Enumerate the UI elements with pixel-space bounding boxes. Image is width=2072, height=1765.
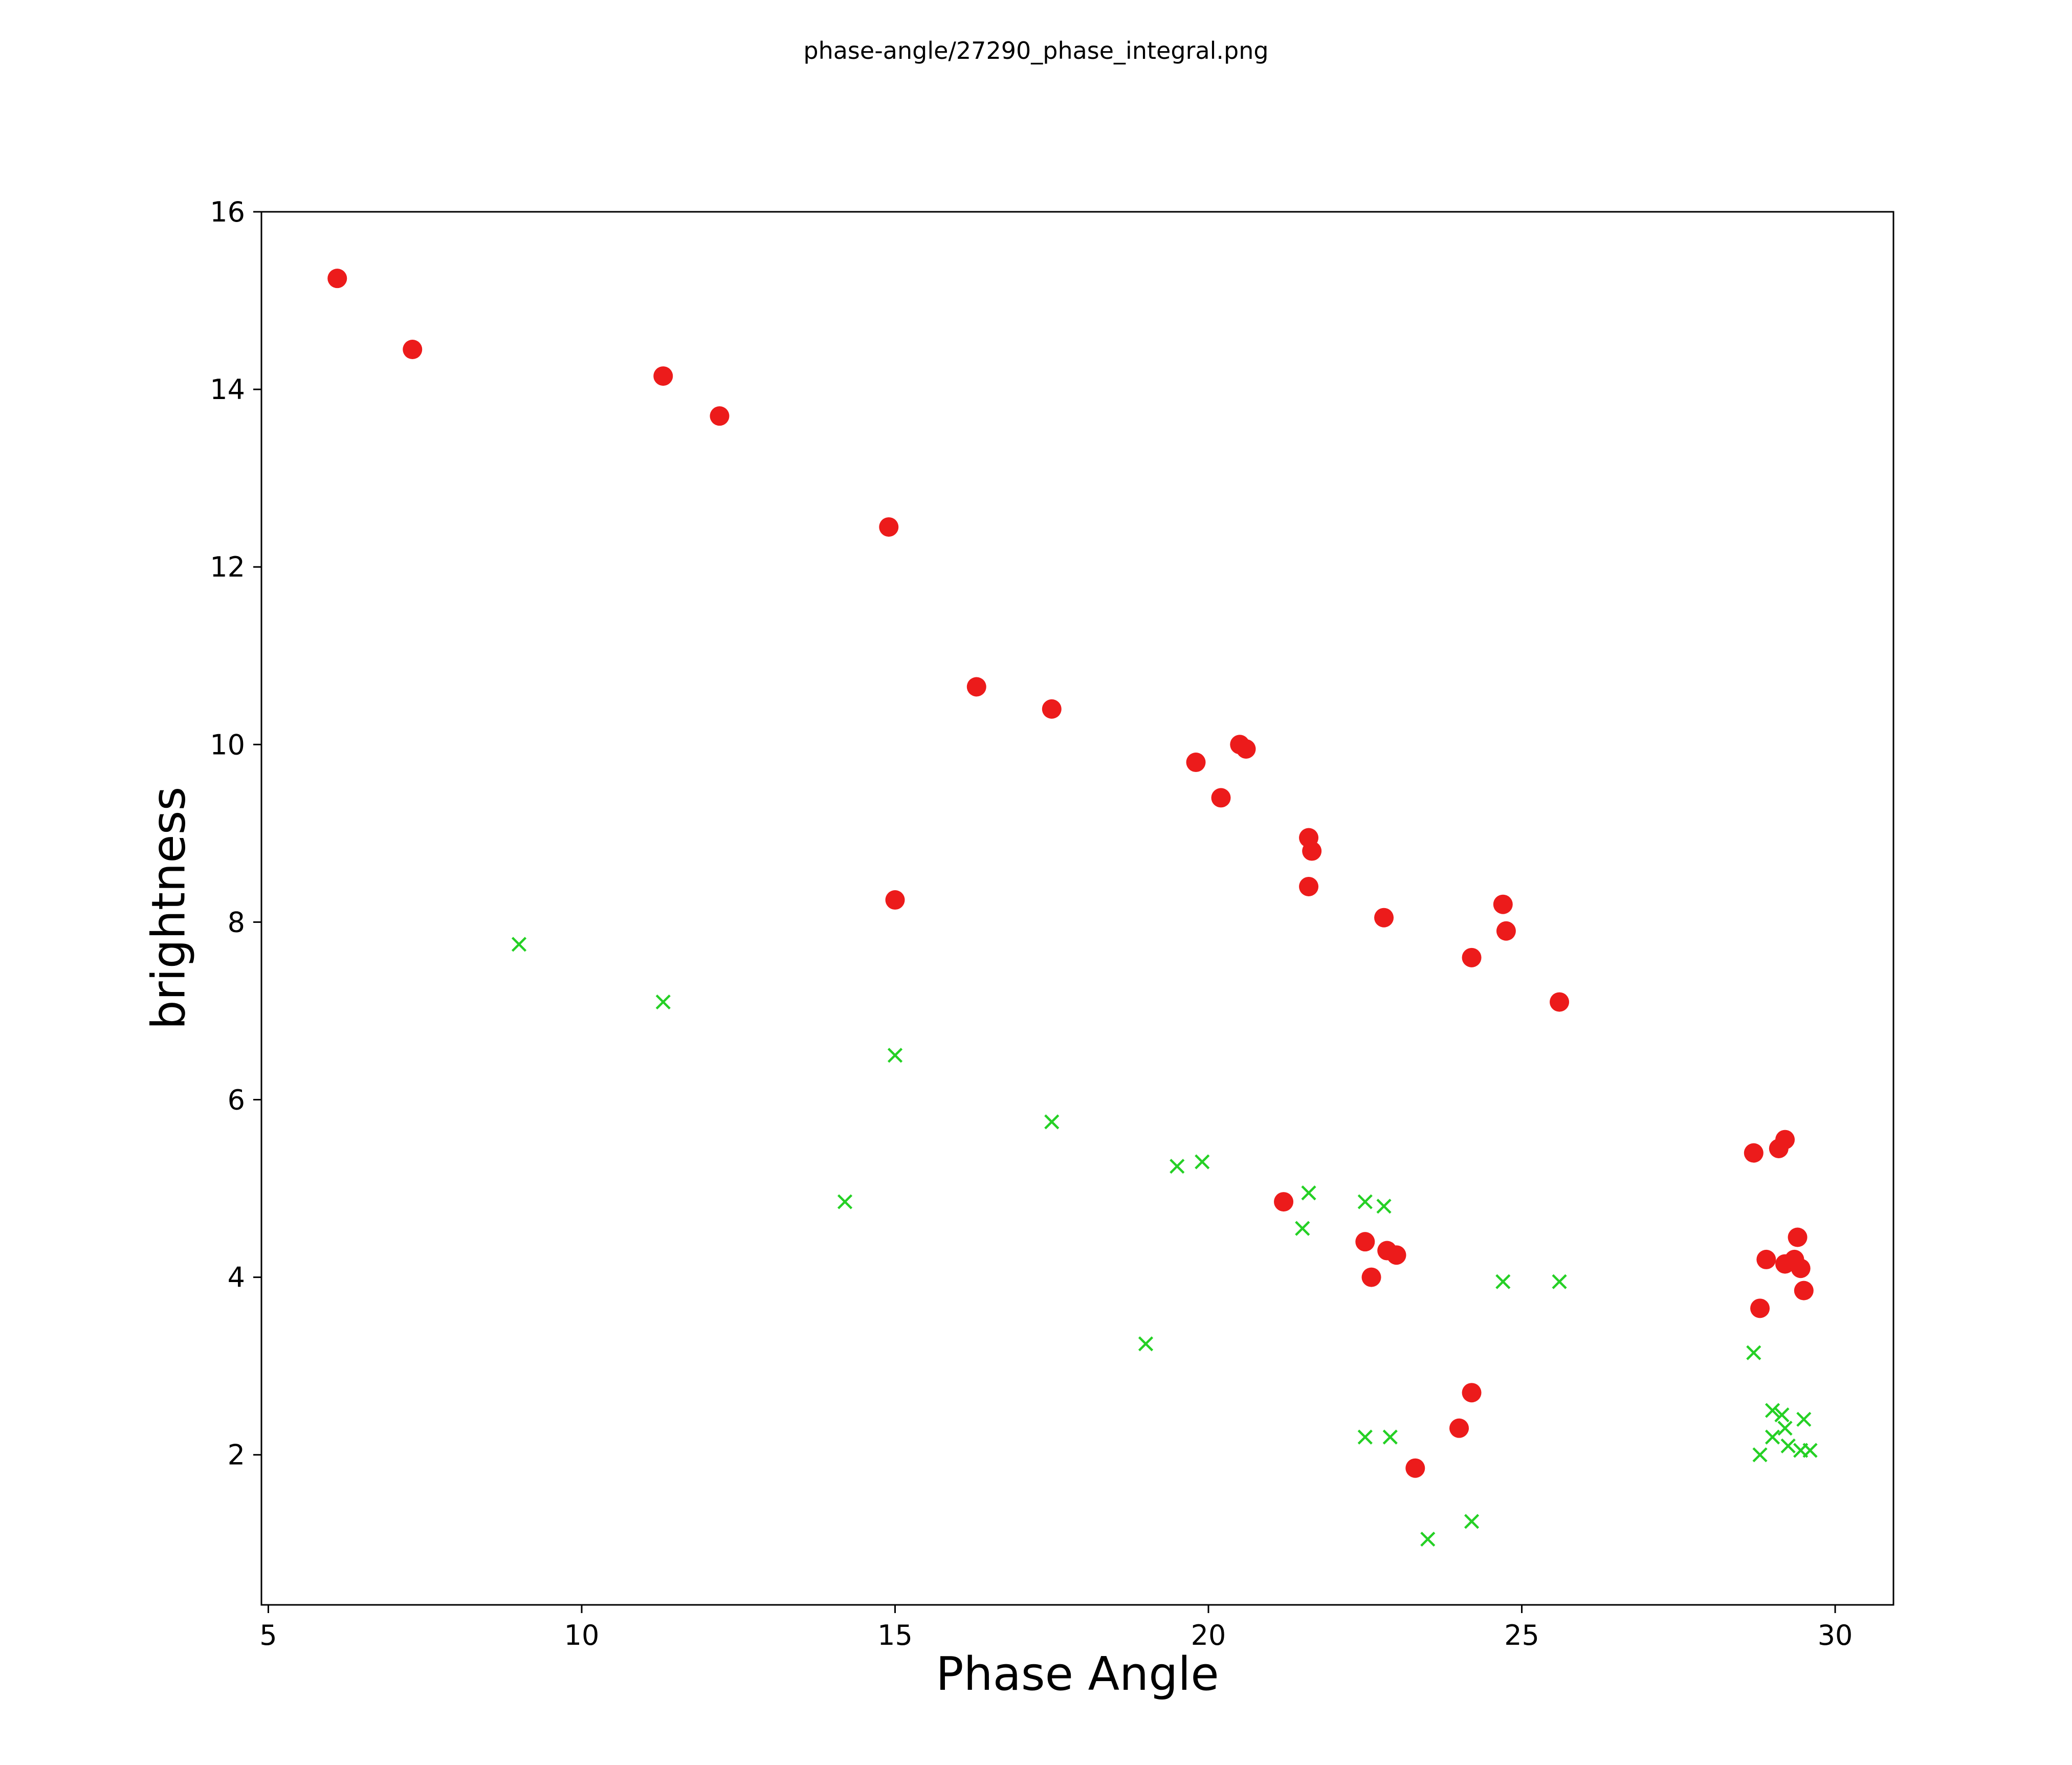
point-green-x: [1495, 1274, 1511, 1289]
point-green-x: [1765, 1429, 1780, 1445]
point-red-circles: [885, 890, 905, 910]
point-green-x: [1774, 1407, 1790, 1423]
x-tick-label: 15: [877, 1619, 913, 1651]
point-green-x: [1044, 1114, 1060, 1130]
point-green-x: [1746, 1345, 1761, 1360]
point-red-circles: [327, 269, 347, 289]
point-red-circles: [1236, 739, 1256, 759]
point-green-x: [1752, 1447, 1768, 1463]
point-green-x: [1780, 1438, 1796, 1453]
point-red-circles: [1405, 1458, 1425, 1478]
x-tick-label: 20: [1191, 1619, 1226, 1651]
point-red-circles: [1274, 1192, 1294, 1212]
y-tick-label: 10: [210, 729, 245, 761]
point-red-circles: [1302, 841, 1322, 861]
y-axis-label: brightness: [142, 786, 196, 1030]
point-green-x: [1357, 1194, 1373, 1209]
point-red-circles: [966, 677, 986, 697]
point-red-circles: [1750, 1298, 1770, 1318]
y-tick-label: 16: [210, 196, 245, 228]
point-green-x: [1382, 1429, 1398, 1445]
point-green-x: [1295, 1221, 1310, 1236]
x-axis-label: Phase Angle: [936, 1647, 1219, 1701]
point-red-circles: [1042, 699, 1062, 719]
point-green-x: [887, 1048, 903, 1063]
y-tick-label: 6: [228, 1084, 245, 1116]
point-green-x: [1195, 1154, 1210, 1170]
point-red-circles: [1794, 1281, 1814, 1300]
y-tick-label: 14: [210, 373, 245, 406]
point-green-x: [511, 937, 527, 952]
point-green-x: [1420, 1531, 1436, 1547]
point-red-circles: [1788, 1227, 1808, 1247]
point-green-x: [1301, 1185, 1316, 1201]
x-tick-label: 5: [259, 1619, 277, 1651]
point-red-circles: [1186, 753, 1206, 773]
point-green-x: [1802, 1443, 1818, 1458]
point-red-circles: [1449, 1418, 1469, 1438]
point-green-x: [1552, 1274, 1567, 1289]
point-red-circles: [1496, 921, 1516, 941]
point-red-circles: [1299, 876, 1319, 896]
x-tick-label: 30: [1818, 1619, 1853, 1651]
point-green-x: [1376, 1199, 1392, 1214]
y-tick-label: 2: [228, 1439, 245, 1471]
point-red-circles: [1775, 1130, 1795, 1150]
point-red-circles: [1744, 1143, 1764, 1163]
point-red-circles: [1386, 1245, 1406, 1265]
chart-title: phase-angle/27290_phase_integral.png: [803, 37, 1269, 64]
point-green-x: [1464, 1514, 1480, 1529]
point-red-circles: [1374, 908, 1394, 928]
point-green-x: [655, 995, 671, 1010]
point-red-circles: [653, 366, 673, 386]
point-green-x: [1796, 1411, 1812, 1427]
point-green-x: [1777, 1421, 1793, 1436]
point-green-x: [1765, 1403, 1780, 1418]
x-tick-label: 25: [1504, 1619, 1539, 1651]
y-tick-label: 8: [228, 906, 245, 938]
point-red-circles: [1211, 788, 1231, 808]
point-red-circles: [1462, 947, 1482, 967]
point-red-circles: [1756, 1249, 1776, 1269]
y-tick-label: 12: [210, 551, 245, 583]
point-red-circles: [879, 517, 899, 537]
point-red-circles: [1791, 1259, 1811, 1278]
point-red-circles: [1493, 894, 1513, 914]
point-red-circles: [1550, 992, 1570, 1012]
point-red-circles: [403, 340, 423, 360]
point-red-circles: [1355, 1232, 1375, 1252]
point-red-circles: [1462, 1383, 1482, 1403]
point-green-x: [837, 1194, 853, 1209]
y-tick-label: 4: [228, 1262, 245, 1294]
point-red-circles: [710, 406, 730, 426]
point-green-x: [1357, 1429, 1373, 1445]
x-tick-label: 10: [564, 1619, 600, 1651]
point-green-x: [1138, 1336, 1154, 1352]
point-green-x: [1170, 1159, 1185, 1174]
point-red-circles: [1361, 1267, 1381, 1287]
plot-frame: [260, 211, 1894, 1606]
